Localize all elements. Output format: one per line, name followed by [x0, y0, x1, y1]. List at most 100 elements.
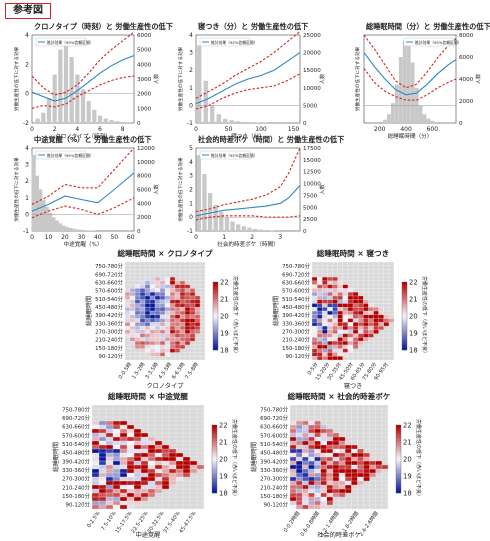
heatmap-cell: [165, 288, 171, 293]
heatmap-cell: [351, 477, 358, 482]
heatmap-cell: [327, 303, 333, 308]
heatmap-cell: [155, 469, 163, 474]
colorbar-segment: [212, 472, 217, 476]
heatmap-cell: [106, 501, 114, 506]
heatmap-cell: [113, 497, 121, 502]
heatmap-cell: [180, 322, 186, 327]
heatmap-cell: [99, 429, 107, 434]
heatmap-cell: [337, 326, 343, 330]
heatmap-cell: [113, 461, 121, 466]
heatmap-cell: [175, 348, 181, 353]
heatmap-cell: [317, 322, 323, 327]
heatmap-cell: [320, 465, 327, 470]
heatmap-cell: [302, 501, 309, 506]
heatmap-cell: [368, 314, 374, 319]
heatmap-cell: [155, 344, 161, 349]
heatmap-cell: [145, 303, 151, 308]
heatmap-cell: [190, 337, 196, 342]
heatmap-cell: [302, 473, 309, 478]
heatmap-cell: [185, 329, 191, 334]
heatmap-cell: [337, 311, 343, 315]
colorbar-segment: [396, 490, 401, 494]
heatmap-cell: [327, 326, 333, 330]
heatmap-cell: [332, 311, 338, 315]
histogram-bar: [109, 120, 114, 123]
heatmap-cell: [130, 322, 136, 327]
histogram-bar: [86, 101, 91, 123]
heatmap-cell: [120, 445, 128, 450]
heatmap-cell: [314, 481, 321, 486]
heatmap-cell: [290, 425, 297, 430]
heatmap-cell: [345, 465, 352, 470]
heatmap-cell: [357, 461, 364, 466]
heatmap-y-tick: 390-420分: [282, 311, 311, 319]
heatmap-cell: [337, 344, 343, 349]
heatmap-cell: [314, 421, 321, 426]
heatmap-cell: [150, 280, 156, 285]
heatmap-cell: [375, 469, 382, 474]
heatmap-cell: [150, 314, 156, 319]
heatmap-cell: [339, 437, 346, 442]
colorbar-segment: [402, 302, 407, 305]
heatmap-cell: [160, 333, 166, 338]
colorbar-segment: [213, 282, 218, 285]
colorbar-segment: [402, 343, 407, 346]
colorbar-segment: [402, 282, 407, 285]
heatmap-cell: [106, 505, 114, 510]
heatmap-cell: [145, 311, 151, 315]
y2-tick-label: 8000: [137, 174, 152, 180]
heatmap-y-tick: 210-240分: [62, 483, 91, 491]
heatmap-y-tick: 270-300分: [95, 327, 124, 335]
heatmap-cell: [332, 333, 338, 338]
legend-box: [199, 37, 251, 47]
colorbar-segment: [396, 468, 401, 471]
heatmap-cell: [320, 477, 327, 482]
heatmap-cell: [339, 465, 346, 470]
colorbar-segment: [212, 427, 217, 430]
heatmap-cell: [165, 299, 171, 304]
heatmap-cell: [165, 284, 171, 289]
histogram-bar: [77, 229, 82, 231]
heatmap-cell: [342, 344, 348, 349]
heatmap-cell: [314, 445, 321, 450]
heatmap-cell: [337, 318, 343, 323]
heatmap-cell: [314, 469, 321, 474]
heatmap-cell: [342, 352, 348, 357]
heatmap-cell: [322, 322, 328, 327]
heatmap-cell: [120, 457, 128, 462]
colorbar-segment: [212, 431, 217, 435]
colorbar-segment: [396, 440, 401, 444]
colorbar-segment: [402, 336, 407, 339]
histogram-bar: [58, 49, 63, 123]
line-chart-title-4: 社会的時差ボケ（時間）と 労働生産性の低下: [197, 135, 344, 144]
y-tick-label: -1: [23, 228, 29, 235]
histogram-bar: [264, 230, 269, 231]
heatmap-cell: [363, 337, 369, 342]
heatmap-cell: [106, 473, 114, 478]
heatmap-cell: [150, 344, 156, 349]
colorbar-segment: [402, 313, 407, 317]
colorbar-segment: [402, 327, 407, 330]
heatmap-cell: [290, 449, 297, 454]
heatmap-cell: [332, 284, 338, 289]
heatmap-cell: [170, 333, 176, 338]
heatmap-cell: [150, 295, 156, 300]
x-tick-label: 40: [94, 234, 102, 241]
heatmap-cell: [345, 449, 352, 454]
heatmap-cell: [160, 344, 166, 349]
heatmap-cell: [327, 314, 333, 319]
heatmap-cell: [314, 437, 321, 442]
heatmap-cell: [347, 303, 354, 308]
y2-tick-label: 5000: [303, 103, 318, 109]
heatmap-cell: [141, 469, 149, 474]
heatmap-cell: [162, 477, 170, 482]
colorbar-segment: [402, 322, 407, 326]
histogram-bar: [126, 122, 131, 123]
heatmap-y-tick: 690-720分: [260, 414, 289, 422]
heatmap-cell: [337, 348, 343, 353]
heatmap-cell: [296, 425, 303, 430]
heatmap-cell: [165, 314, 171, 319]
heatmap-cell: [170, 292, 176, 297]
heatmap-cell: [127, 457, 135, 462]
y2-tick-label: 0: [137, 121, 141, 127]
